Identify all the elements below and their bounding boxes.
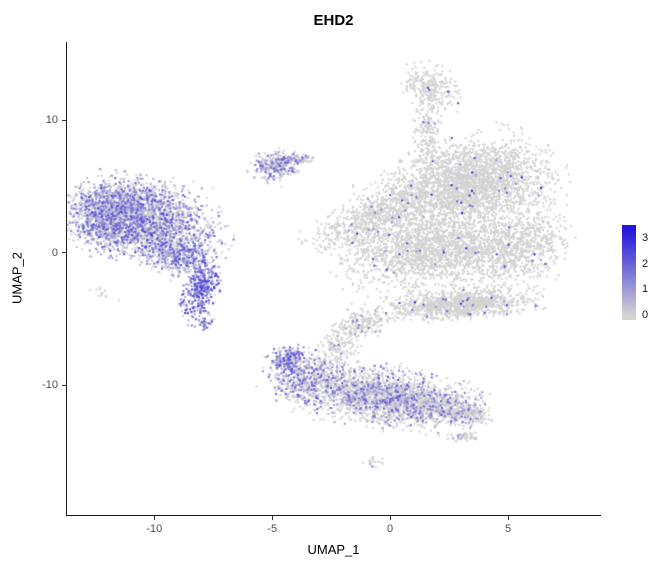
legend-tick-label: 2 <box>642 257 649 270</box>
legend-gradient-bar <box>622 225 636 320</box>
legend-tick-label: 1 <box>642 283 649 296</box>
x-axis-title: UMAP_1 <box>307 542 360 557</box>
x-tick-label: 5 <box>504 523 512 535</box>
x-tick-mark <box>389 516 391 520</box>
x-tick-mark <box>153 516 155 520</box>
legend-tick-label: 3 <box>642 231 649 244</box>
y-axis-title: UMAP_2 <box>9 251 25 305</box>
x-axis-line <box>66 515 601 516</box>
x-tick-mark <box>507 516 509 520</box>
y-axis-line <box>66 42 67 516</box>
y-tick-mark <box>62 384 66 386</box>
y-tick-mark <box>62 119 66 121</box>
legend-tick-label: 0 <box>642 308 649 321</box>
x-tick-label: -10 <box>146 523 163 535</box>
x-tick-label: 0 <box>387 523 394 535</box>
x-tick-mark <box>271 516 273 520</box>
plot-title: EHD2 <box>313 12 354 29</box>
y-tick-label: 0 <box>51 246 58 259</box>
y-tick-label: 10 <box>45 114 58 127</box>
umap-scatter-canvas <box>67 42 600 515</box>
x-tick-label: -5 <box>267 523 278 535</box>
y-tick-mark <box>62 252 66 254</box>
y-tick-label: -10 <box>42 379 58 392</box>
